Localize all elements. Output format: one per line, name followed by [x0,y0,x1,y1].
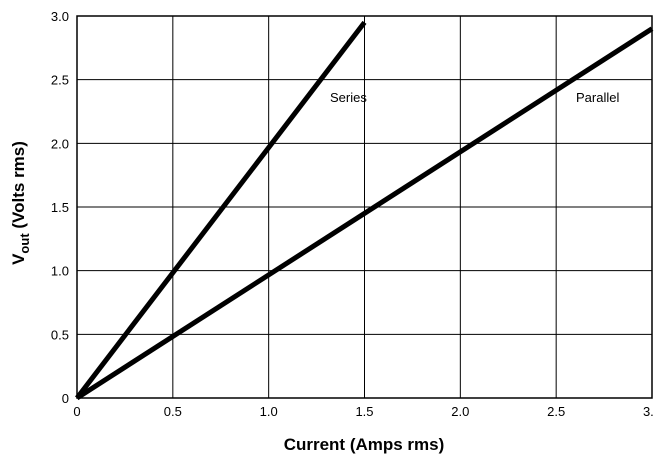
y-axis-title-main: V [9,253,28,265]
series-label-parallel: Parallel [576,90,619,105]
y-axis-title-subscript: out [17,233,32,254]
y-tick-label: 1.0 [51,264,69,279]
y-axis-title-rest: (Volts rms) [9,141,28,233]
series-lines [75,20,654,401]
y-tick-label: 1.5 [51,200,69,215]
plot-frame [76,15,653,399]
y-axis-title: Vout (Volts rms) [9,141,32,265]
x-tick-label: 1.0 [260,404,278,419]
x-axis-title: Current (Amps rms) [284,435,445,454]
x-tick-label: 1.5 [355,404,373,419]
y-tick-label: 2.5 [51,73,69,88]
series-line-series [75,20,367,400]
tick-labels: 0 0.5 1.0 1.5 2.0 2.5 3.0 0 0.5 1.0 1.5 2.0 2.5 3.0 [51,9,654,419]
y-tick-label: 0 [62,391,69,406]
y-tick-label: 0.5 [51,327,69,342]
x-tick-label: 0 [73,404,80,419]
y-tick-label: 2.0 [51,136,69,151]
x-tick-label: 3.0 [643,404,654,419]
series-label-series: Series [330,90,367,105]
y-tick-label: 3.0 [51,9,69,24]
x-tick-label: 2.0 [451,404,469,419]
x-tick-label: 2.5 [547,404,565,419]
x-tick-label: 0.5 [164,404,182,419]
series-labels: Series Parallel [330,90,619,105]
series-line-parallel [75,26,654,401]
